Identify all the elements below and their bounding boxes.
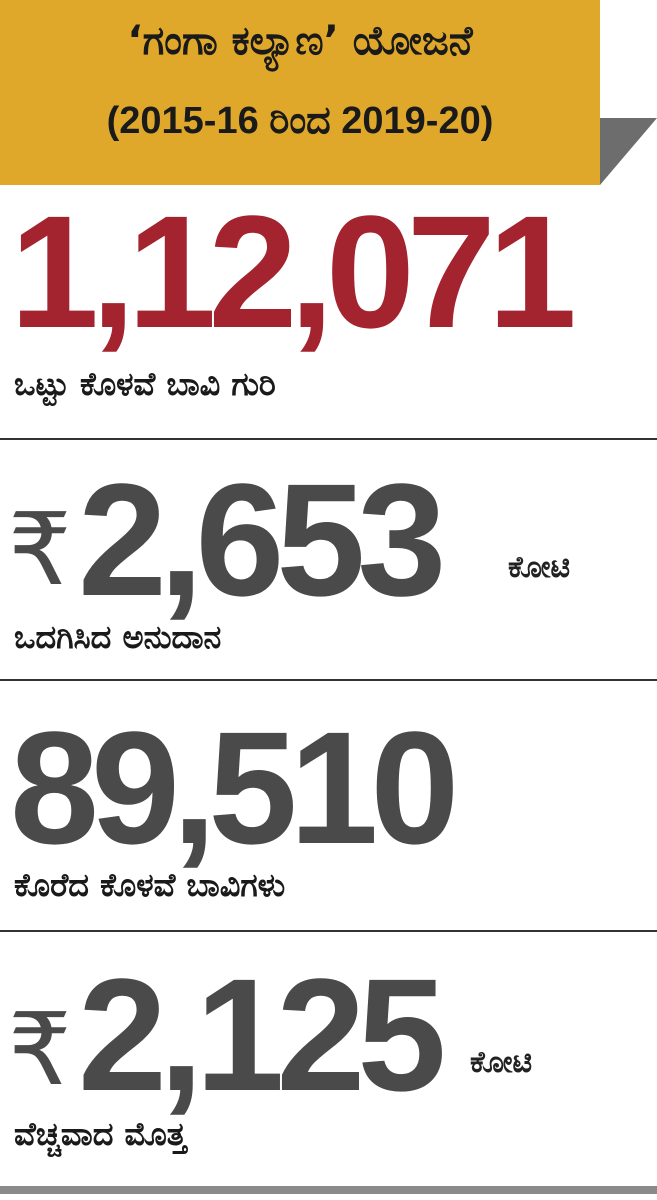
stat-label: ಒದಗಿಸಿದ ಅನುದಾನ	[14, 618, 222, 656]
header-box: ‘ಗಂಗಾ ಕಲ್ಯಾಣ’ ಯೋಜನೆ (2015-16 ರಿಂದ 2019-2…	[0, 0, 600, 185]
stat-value: 89,510	[10, 698, 459, 877]
stat-label: ಕೊರೆದ ಕೊಳವೆ ಬಾವಿಗಳು	[14, 866, 286, 904]
stat-unit: ಕೋಟಿ	[470, 1045, 533, 1080]
stat-label: ಒಟ್ಟು ಕೊಳವೆ ಬಾವಿ ಗುರಿ	[14, 365, 276, 403]
divider	[0, 438, 657, 440]
bottom-bar	[0, 1186, 657, 1194]
stat-value: 1,12,071	[10, 182, 577, 361]
stat-value: 2,653	[78, 450, 446, 629]
header-subtitle: (2015-16 ರಿಂದ 2019-20)	[106, 100, 494, 142]
currency-symbol: ₹	[8, 991, 72, 1108]
folded-corner	[600, 118, 657, 185]
stat-label: ವೆಚ್ಚವಾದ ಮೊತ್ತ	[14, 1115, 187, 1153]
divider	[0, 930, 657, 932]
stat-unit: ಕೋಟಿ	[508, 550, 571, 585]
divider	[0, 679, 657, 681]
header-title: ‘ಗಂಗಾ ಕಲ್ಯಾಣ’ ಯೋಜನೆ	[127, 18, 473, 64]
currency-symbol: ₹	[8, 491, 72, 608]
stat-value: 2,125	[78, 945, 446, 1124]
